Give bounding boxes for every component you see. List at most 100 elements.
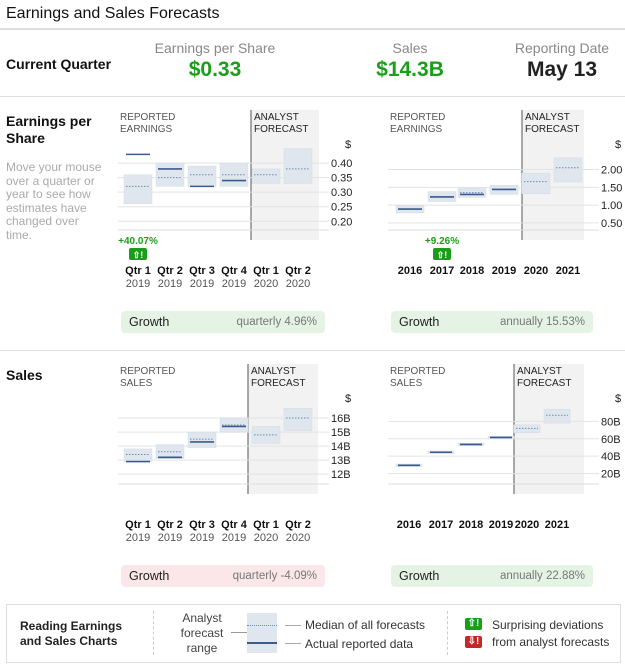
y-tick-label: 13B [331,455,351,467]
reported-label: SALES [120,378,153,389]
arrow-up-icon: ⇧! [465,618,482,630]
x-tick-sublabel: 2019 [158,532,182,544]
forecast-range-bar [513,424,541,433]
y-tick-label: 0.30 [331,187,352,199]
growth-value: quarterly -4.09% [232,570,317,582]
x-tick-label: Qtr 1 [253,519,279,531]
growth-value: annually 15.53% [499,316,585,328]
x-tick-label: Qtr 1 [253,265,279,277]
x-tick-sublabel: 2020 [254,278,278,290]
eps-metric-label: Earnings per Share [154,40,276,56]
eps-quarterly-chart[interactable]: REPORTED EARNINGS ANALYST FORECAST $0.40 0.35… [118,110,358,295]
y-tick-label: 1.50 [601,182,622,194]
y-tick-label: 0.35 [331,173,352,185]
x-tick-label: 2021 [556,265,580,277]
growth-label: Growth [129,569,170,583]
forecast-range-bar [283,407,313,431]
legend-surprise-label: Surprising deviations from analyst forec… [492,618,610,649]
legend-title: Reading Earnings and Sales Charts [20,619,123,648]
y-tick-label: 15B [331,427,351,439]
legend-connector [285,643,301,644]
surprise-value: +9.26% [425,236,459,247]
forecast-range-bar [155,162,185,187]
page-title: Earnings and Sales Forecasts [6,5,220,22]
y-tick-label: 40B [601,451,621,463]
x-tick-label: 2016 [397,519,421,531]
x-tick-sublabel: 2019 [222,532,246,544]
legend-connector [285,625,301,626]
forecast-range-bar [521,172,551,194]
x-tick-label: Qtr 1 [125,265,151,277]
sales-annual-chart[interactable]: REPORTED SALES ANALYST FORECAST $80B 60B 40B 20… [388,364,623,549]
y-tick-label: 20B [601,469,621,481]
y-unit-label: $ [345,139,351,151]
reported-label: REPORTED [390,366,445,377]
forecast-label: ANALYST [525,112,570,123]
legend-connector [231,632,247,633]
x-tick-sublabel: 2020 [254,532,278,544]
sales-metric-value: $14.3B [376,58,444,81]
legend-range-swatch [247,613,277,653]
x-tick-sublabel: 2019 [222,278,246,290]
x-tick-label: 2018 [459,519,483,531]
forecast-range-bar [251,168,281,184]
x-tick-sublabel: 2019 [190,532,214,544]
divider [0,350,625,351]
forecast-range-bar [187,165,217,187]
reported-label: REPORTED [120,366,175,377]
current-quarter-label: Current Quarter [6,56,112,72]
sales-quarterly-chart[interactable]: REPORTED SALES ANALYST FORECAST $16B 15B 14B 13… [118,364,358,549]
forecast-range-bar [123,448,153,462]
title-divider [0,28,625,30]
surprise-value: +40.07% [118,236,158,247]
x-tick-sublabel: 2019 [126,278,150,290]
x-tick-label: Qtr 1 [125,519,151,531]
reported-label: EARNINGS [120,124,173,135]
divider [0,96,625,97]
y-tick-label: 0.50 [601,218,622,230]
x-tick-sublabel: 2020 [286,532,310,544]
legend-divider [447,611,449,655]
y-tick-label: 14B [331,441,351,453]
sales-annual-growth: Growth annually 22.88% [391,565,593,587]
x-tick-label: Qtr 4 [221,265,248,277]
forecast-label: FORECAST [525,124,579,135]
x-tick-sublabel: 2019 [158,278,182,290]
forecast-label: ANALYST [254,112,299,123]
growth-label: Growth [129,315,170,329]
y-tick-label: 0.25 [331,202,352,214]
forecast-range-bar [187,431,217,448]
y-tick-label: 80B [601,416,621,428]
x-tick-label: 2020 [515,519,539,531]
surprise-up-icon [129,248,147,260]
legend-divider [153,611,155,655]
arrow-down-icon: ⇩! [465,636,482,648]
x-tick-sublabel: 2020 [286,278,310,290]
eps-metric-value: $0.33 [188,58,242,81]
eps-annual-chart[interactable]: REPORTED EARNINGS ANALYST FORECAST $2.00 1.50… [388,110,623,295]
legend-box: Reading Earnings and Sales Charts Analys… [6,604,621,663]
forecast-label: FORECAST [254,124,308,135]
sales-metric-label: Sales [392,40,428,56]
x-tick-sublabel: 2019 [126,532,150,544]
sales-section-label: Sales [6,367,43,383]
reported-label: REPORTED [120,112,175,123]
forecast-label: ANALYST [251,366,296,377]
x-tick-label: 2018 [460,265,484,277]
y-tick-label: 1.00 [601,200,622,212]
surprise-up-icon [433,248,451,260]
forecast-range-bar [553,157,583,183]
y-tick-label: 60B [601,434,621,446]
x-tick-label: 2017 [429,519,453,531]
reporting-date-value: May 13 [526,58,598,81]
y-tick-label: 12B [331,469,351,481]
legend-actual-label: Actual reported data [305,637,414,651]
eps-quarterly-growth: Growth quarterly 4.96% [121,311,325,333]
y-tick-label: 2.00 [601,165,622,177]
x-tick-label: 2020 [524,265,548,277]
x-tick-label: Qtr 2 [157,519,183,531]
surprise-up-icon-glyph: ⇧! [437,250,448,260]
